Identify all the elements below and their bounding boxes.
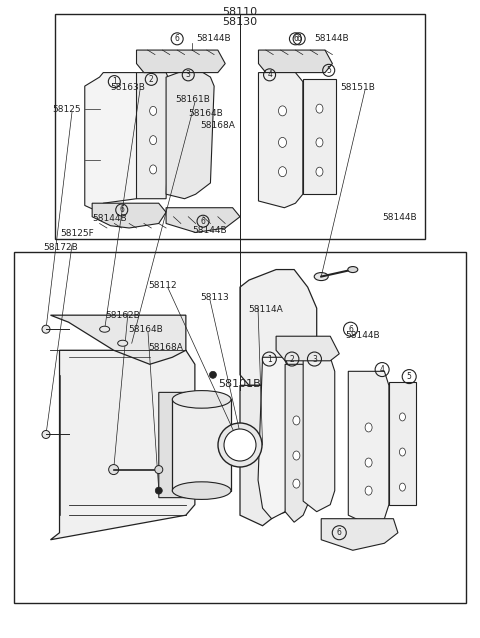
Polygon shape xyxy=(92,204,166,228)
Text: 58144B: 58144B xyxy=(314,34,348,43)
Ellipse shape xyxy=(365,486,372,495)
Ellipse shape xyxy=(150,107,156,115)
Text: 6: 6 xyxy=(175,34,180,43)
Polygon shape xyxy=(136,50,225,73)
Text: 58168A: 58168A xyxy=(200,121,235,131)
Text: 58164B: 58164B xyxy=(128,325,163,334)
Ellipse shape xyxy=(316,138,323,147)
Ellipse shape xyxy=(316,104,323,113)
Text: 58125: 58125 xyxy=(52,105,81,114)
Text: 58172B: 58172B xyxy=(43,244,78,253)
Text: 6: 6 xyxy=(293,34,298,43)
Text: 58163B: 58163B xyxy=(110,84,145,93)
Text: 6: 6 xyxy=(348,325,353,334)
Text: 6: 6 xyxy=(120,205,124,214)
Ellipse shape xyxy=(399,413,406,421)
Polygon shape xyxy=(303,79,336,194)
Ellipse shape xyxy=(118,340,128,346)
Text: 6: 6 xyxy=(297,34,301,43)
Text: 58151B: 58151B xyxy=(340,84,375,93)
Ellipse shape xyxy=(399,448,406,456)
Ellipse shape xyxy=(348,267,358,272)
Ellipse shape xyxy=(365,423,372,432)
Ellipse shape xyxy=(365,458,372,467)
Ellipse shape xyxy=(278,106,287,116)
Text: 6: 6 xyxy=(201,217,205,226)
Text: 2: 2 xyxy=(149,75,154,84)
Ellipse shape xyxy=(172,390,231,408)
Text: 3: 3 xyxy=(186,70,191,79)
Text: 5: 5 xyxy=(407,372,412,381)
Text: 58144B: 58144B xyxy=(192,226,227,235)
Text: 4: 4 xyxy=(380,365,384,374)
Text: 4: 4 xyxy=(267,70,272,79)
Circle shape xyxy=(209,371,216,378)
Polygon shape xyxy=(303,357,335,512)
Polygon shape xyxy=(276,336,339,361)
Polygon shape xyxy=(258,357,289,519)
Text: 1: 1 xyxy=(267,355,272,364)
Text: 58113: 58113 xyxy=(200,293,229,302)
Polygon shape xyxy=(136,73,170,198)
Polygon shape xyxy=(389,382,416,505)
Polygon shape xyxy=(285,364,308,522)
Text: 6: 6 xyxy=(337,528,342,537)
Polygon shape xyxy=(258,73,303,208)
Text: 2: 2 xyxy=(289,355,294,364)
Text: 58161B: 58161B xyxy=(175,96,210,105)
Ellipse shape xyxy=(278,167,287,177)
Text: 58144B: 58144B xyxy=(382,214,417,223)
Polygon shape xyxy=(50,315,186,364)
Circle shape xyxy=(42,431,50,438)
Circle shape xyxy=(218,423,262,467)
Ellipse shape xyxy=(293,416,300,425)
Circle shape xyxy=(155,466,163,473)
Text: 3: 3 xyxy=(312,355,317,364)
Text: 58144B: 58144B xyxy=(92,214,127,223)
Text: 1: 1 xyxy=(112,77,117,86)
Text: 58110: 58110 xyxy=(222,7,258,17)
Bar xyxy=(55,14,425,239)
Ellipse shape xyxy=(100,326,109,332)
Text: 58162B: 58162B xyxy=(105,311,140,320)
Text: 58112: 58112 xyxy=(148,281,177,290)
Polygon shape xyxy=(85,73,140,212)
Ellipse shape xyxy=(150,165,156,174)
Text: 58101B: 58101B xyxy=(218,379,262,389)
Ellipse shape xyxy=(314,272,328,281)
Polygon shape xyxy=(166,208,240,232)
Polygon shape xyxy=(348,371,389,526)
Circle shape xyxy=(42,325,50,333)
Text: 58144B: 58144B xyxy=(196,34,230,43)
Polygon shape xyxy=(240,385,308,526)
Ellipse shape xyxy=(399,483,406,491)
Polygon shape xyxy=(172,399,231,491)
Polygon shape xyxy=(50,350,195,540)
Polygon shape xyxy=(321,519,398,550)
Ellipse shape xyxy=(293,451,300,460)
Circle shape xyxy=(156,487,162,494)
Ellipse shape xyxy=(278,137,287,147)
Ellipse shape xyxy=(293,479,300,488)
Text: 58164B: 58164B xyxy=(188,110,223,119)
Text: 58125F: 58125F xyxy=(60,228,94,237)
Polygon shape xyxy=(159,392,195,498)
Polygon shape xyxy=(166,68,214,198)
Ellipse shape xyxy=(172,482,231,500)
Polygon shape xyxy=(258,50,333,73)
Circle shape xyxy=(108,464,119,475)
Polygon shape xyxy=(240,269,317,385)
Circle shape xyxy=(224,429,256,461)
Ellipse shape xyxy=(150,136,156,145)
Text: 58144B: 58144B xyxy=(345,330,380,339)
Ellipse shape xyxy=(316,167,323,176)
Text: 58130: 58130 xyxy=(222,17,258,27)
Text: 58114A: 58114A xyxy=(248,306,283,315)
Text: 5: 5 xyxy=(326,66,331,75)
Bar xyxy=(14,252,466,603)
Text: 58168A: 58168A xyxy=(148,343,183,353)
